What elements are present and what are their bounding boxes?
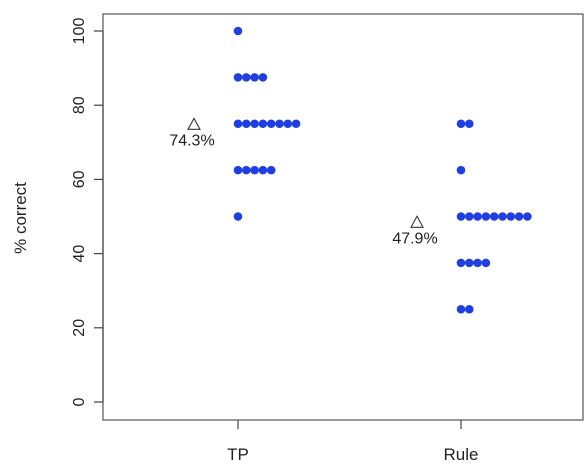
y-tick-label: 20 (71, 319, 88, 337)
data-point (465, 304, 474, 314)
data-point (258, 165, 268, 175)
data-point (233, 119, 243, 129)
data-point (275, 119, 284, 129)
mean-marker (187, 117, 201, 130)
data-point (258, 119, 268, 129)
data-point (456, 304, 466, 314)
mean-label: 47.9% (392, 230, 437, 247)
data-point (456, 119, 466, 129)
x-tick-label: TP (227, 445, 249, 464)
data-point (233, 165, 243, 175)
data-point (456, 258, 466, 268)
data-point (266, 165, 276, 175)
mean-marker (410, 215, 424, 228)
mean-label: 74.3% (169, 132, 214, 149)
data-point (233, 73, 243, 82)
data-point (473, 258, 482, 268)
data-point (473, 212, 482, 221)
data-point (233, 26, 243, 36)
data-point (481, 212, 491, 221)
data-point (233, 212, 243, 221)
y-axis-label: % correct (11, 182, 30, 254)
x-tick-label: Rule (444, 445, 479, 464)
data-marks: 74.3% 47.9% (169, 26, 532, 314)
data-point (242, 73, 251, 82)
y-tick-label: 0 (71, 397, 88, 406)
data-point (283, 119, 293, 129)
data-point (242, 119, 251, 129)
data-point (266, 119, 276, 129)
y-axis: 0 20 40 60 80 100 (71, 18, 104, 406)
data-point (465, 212, 474, 221)
data-point (250, 119, 259, 129)
data-point (465, 119, 474, 129)
data-point (498, 212, 507, 221)
data-point (291, 119, 301, 129)
data-point (456, 165, 466, 175)
data-point (523, 212, 532, 221)
y-tick-label: 80 (71, 96, 88, 114)
data-point (456, 212, 466, 221)
data-point (514, 212, 524, 221)
y-tick-label: 60 (71, 170, 88, 188)
data-point (250, 73, 259, 82)
data-point (258, 73, 268, 82)
data-point (250, 165, 259, 175)
y-tick-label: 100 (71, 18, 88, 45)
x-axis: TP Rule (227, 420, 478, 464)
data-point (481, 258, 491, 268)
y-tick-label: 40 (71, 245, 88, 263)
data-point (506, 212, 516, 221)
data-point (489, 212, 499, 221)
data-point (465, 258, 474, 268)
data-point (242, 165, 251, 175)
